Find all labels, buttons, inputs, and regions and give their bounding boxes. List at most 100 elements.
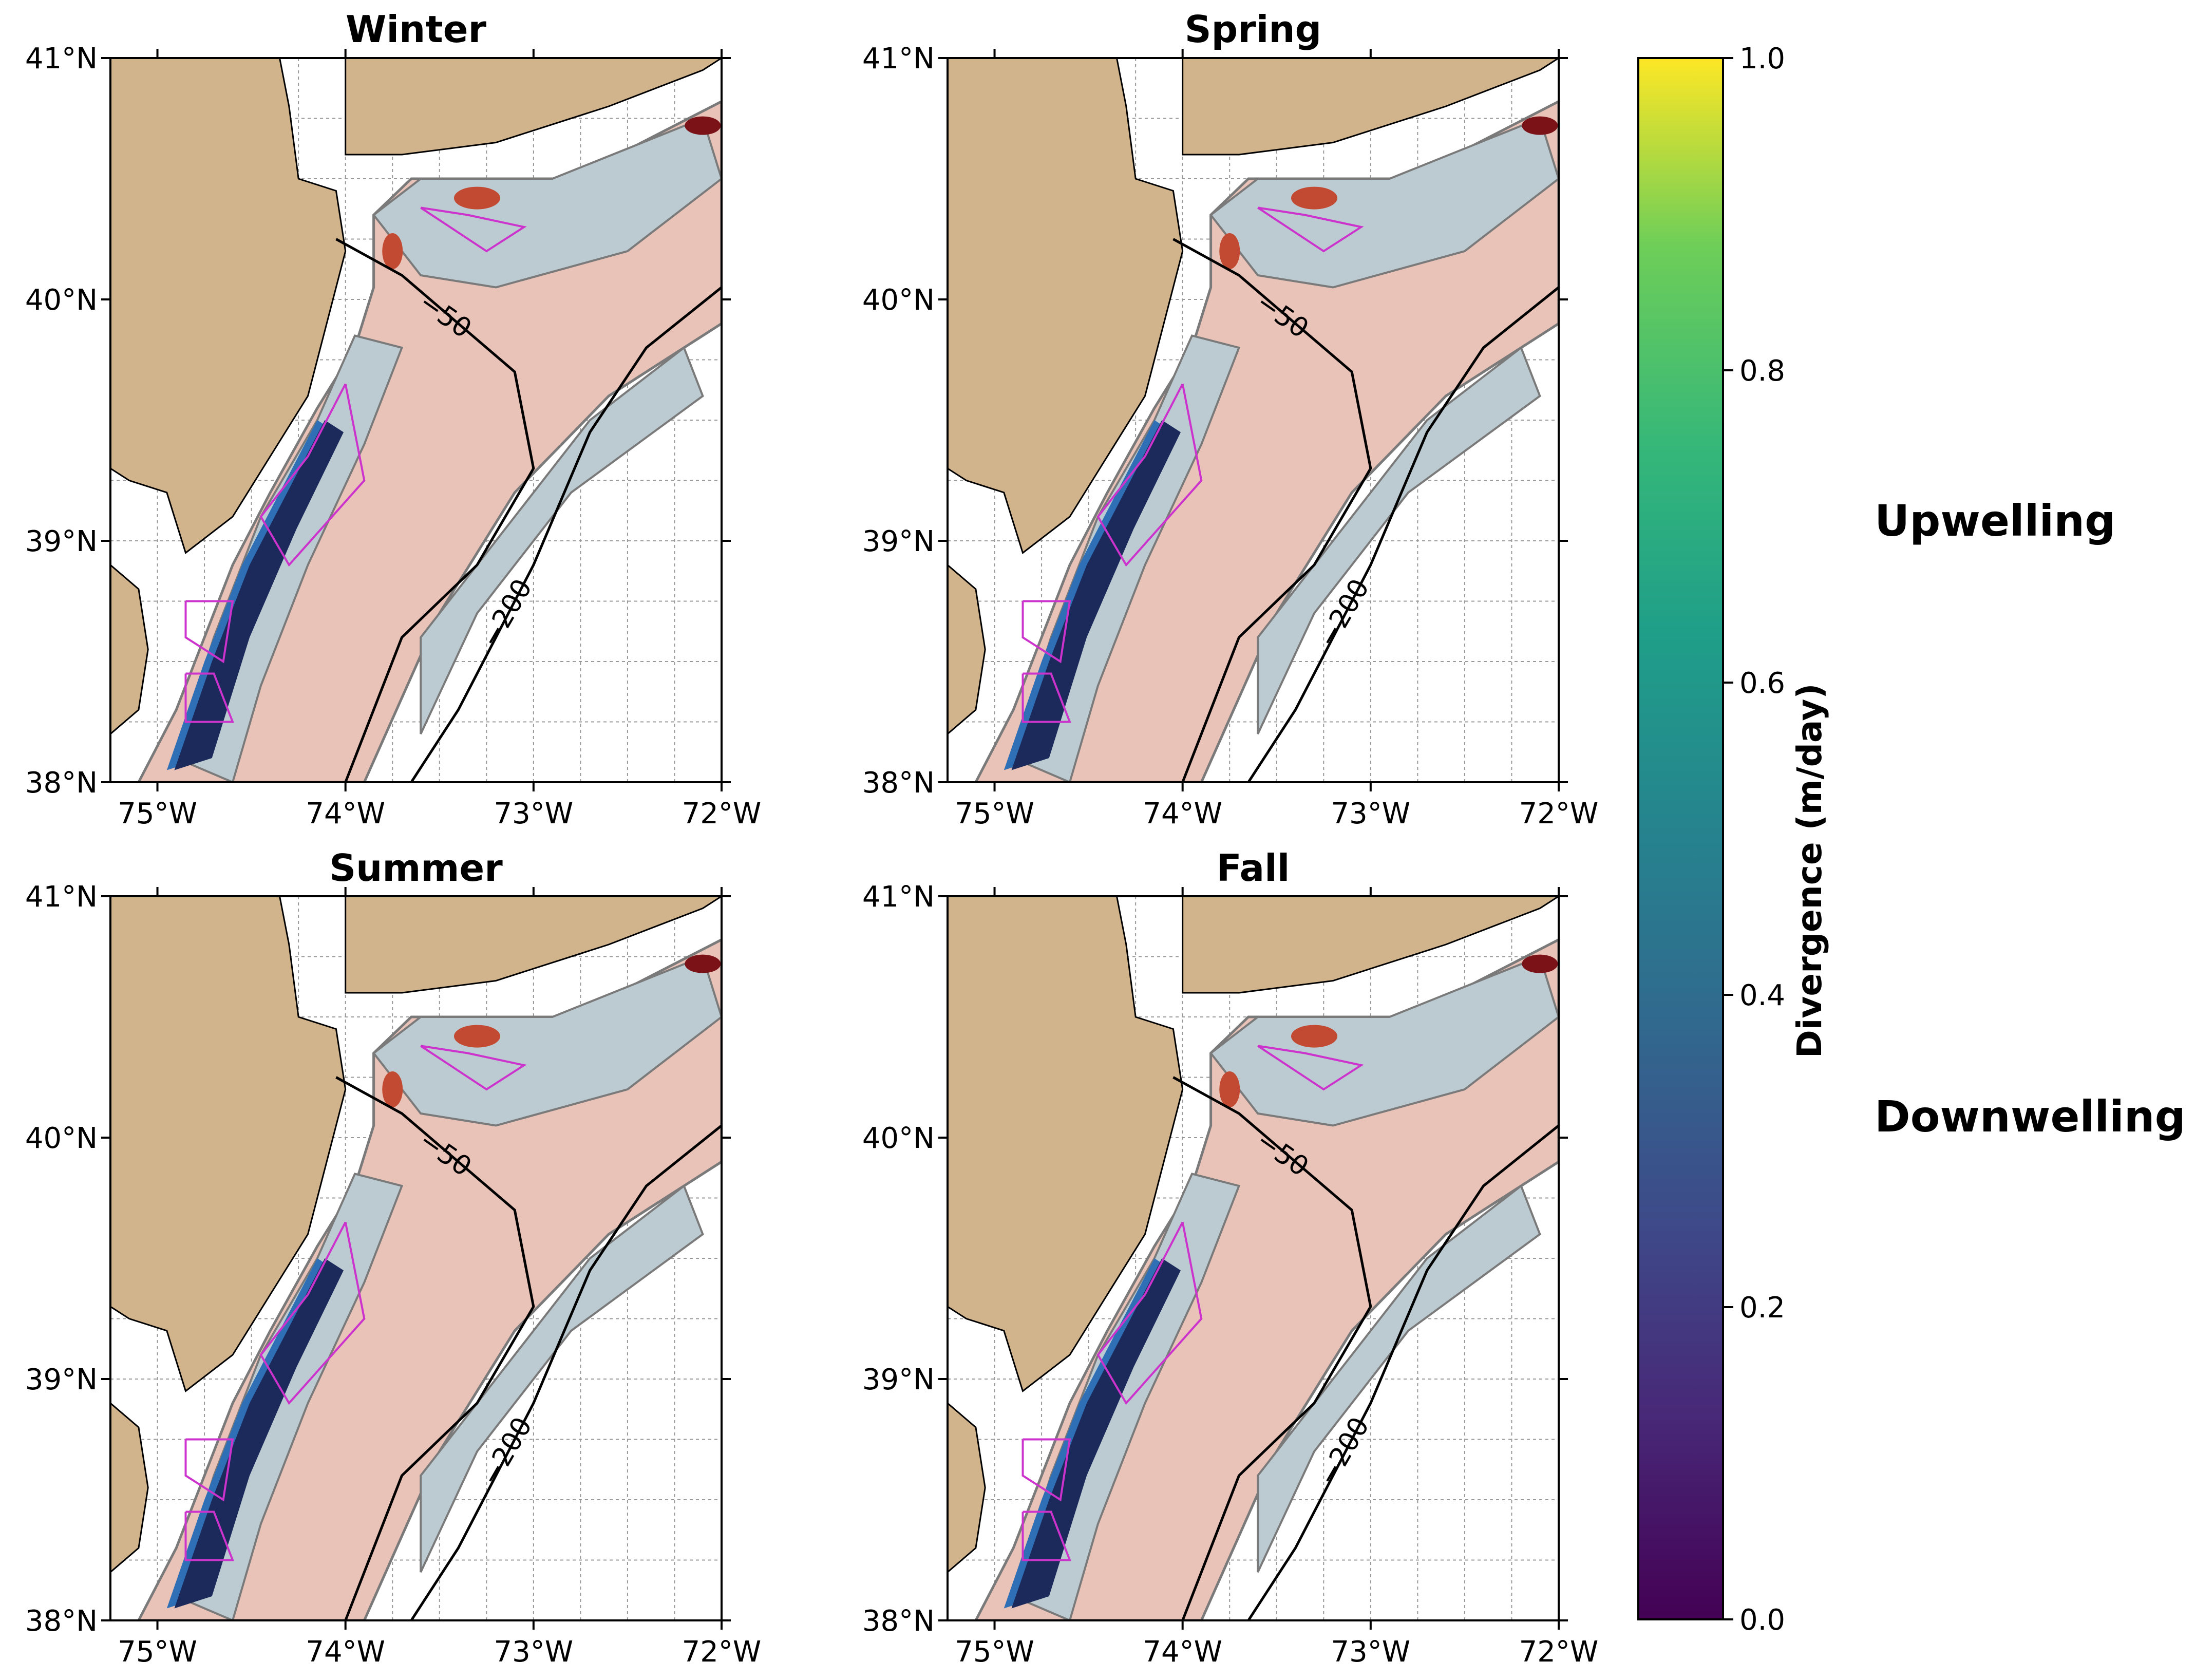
lon-tick-label: 72°W — [1519, 1635, 1599, 1669]
lon-tick-label: 75°W — [955, 797, 1034, 830]
lat-tick-label: 38°N — [862, 766, 935, 800]
negative-divergence-region — [372, 955, 722, 1127]
isobath-50m — [1172, 238, 1372, 782]
wind-energy-area — [1021, 672, 1071, 723]
negative-divergence-region — [420, 1184, 704, 1573]
wind-energy-area — [1096, 1221, 1203, 1405]
upwelling-patch — [1291, 1025, 1337, 1048]
map-frame — [109, 895, 723, 1621]
wind-energy-area — [184, 672, 234, 723]
land-new-jersey — [110, 896, 347, 1393]
lon-tick-label: 75°W — [118, 1635, 197, 1669]
negative-divergence-region — [1257, 346, 1541, 734]
negative-divergence-region — [1209, 955, 1559, 1127]
lat-tick-label: 38°N — [25, 1605, 98, 1638]
panel-title-summer: Summer — [329, 846, 503, 890]
lat-tick-label: 40°N — [25, 284, 98, 317]
wind-energy-area — [420, 206, 527, 253]
wind-energy-area — [1257, 206, 1364, 253]
upwelling-patch — [382, 1071, 403, 1107]
upwelling-patch — [1219, 1071, 1240, 1107]
lon-tick-label: 74°W — [306, 1635, 385, 1669]
land-delmarva — [110, 564, 149, 735]
lon-tick-label: 73°W — [1331, 1635, 1411, 1669]
lat-tick-label: 40°N — [862, 284, 935, 317]
lon-tick-label: 74°W — [1143, 1635, 1222, 1669]
lon-tick-label: 72°W — [1519, 797, 1599, 830]
lat-tick-label: 41°N — [25, 880, 98, 914]
land-long-island — [345, 58, 722, 156]
land-new-jersey — [110, 58, 347, 555]
map-frame — [947, 57, 1560, 783]
upwelling-patch — [454, 1025, 500, 1048]
isobath-200m — [410, 1124, 722, 1620]
upwelling-patch — [1522, 954, 1558, 973]
upwelling-patch — [1522, 116, 1558, 135]
land-long-island — [345, 896, 722, 994]
upwelling-patch — [1291, 186, 1337, 210]
colorbar-tick-label: 1.0 — [1739, 42, 1785, 75]
wind-energy-area — [420, 1045, 527, 1091]
map-frame — [947, 895, 1560, 1621]
lat-tick-label: 39°N — [25, 1363, 98, 1396]
land-delmarva — [948, 1402, 986, 1573]
lat-tick-label: 40°N — [862, 1122, 935, 1155]
lat-tick-label: 41°N — [862, 42, 935, 75]
wind-energy-area — [259, 1221, 366, 1405]
lon-tick-label: 75°W — [118, 797, 197, 830]
land-long-island — [1182, 58, 1559, 156]
colorbar-tick-label: 0.8 — [1739, 354, 1785, 388]
lon-tick-label: 74°W — [306, 797, 385, 830]
wind-energy-area — [1021, 600, 1071, 664]
upwelling-patch — [685, 116, 721, 135]
wind-energy-area — [259, 383, 366, 567]
colorbar-gradient — [1637, 57, 1724, 1620]
lon-tick-label: 73°W — [494, 1635, 574, 1669]
panel-title-spring: Spring — [1184, 8, 1322, 51]
wind-energy-area — [184, 1438, 234, 1502]
isobath-50m — [335, 238, 535, 782]
colorbar: 0.0 0.2 0.4 0.6 0.8 1.0 — [1637, 42, 1785, 1637]
colorbar-tick-label: 0.6 — [1739, 667, 1785, 700]
map-frame — [109, 57, 723, 783]
negative-divergence-region — [1209, 117, 1559, 289]
isobath-200m — [410, 286, 722, 782]
upwelling-patch — [382, 233, 403, 269]
panel-title-winter: Winter — [345, 8, 487, 51]
negative-divergence-region — [372, 117, 722, 289]
isobath-50m — [335, 1076, 535, 1620]
downwelling-label: Downwelling — [1875, 1091, 2186, 1142]
lat-tick-label: 40°N — [25, 1122, 98, 1155]
upwelling-patch — [454, 186, 500, 210]
colorbar-tick-label: 0.2 — [1739, 1291, 1785, 1325]
land-long-island — [1182, 896, 1559, 994]
isobath-200m — [1247, 1124, 1559, 1620]
colorbar-label: Divergence (m/day) — [1790, 683, 1829, 1058]
land-delmarva — [110, 1402, 149, 1573]
wind-energy-area — [184, 1511, 234, 1561]
lat-tick-label: 41°N — [862, 880, 935, 914]
lat-tick-label: 39°N — [862, 525, 935, 558]
wind-energy-area — [1021, 1438, 1071, 1502]
lat-tick-label: 38°N — [862, 1605, 935, 1638]
lon-tick-label: 75°W — [955, 1635, 1034, 1669]
lon-tick-label: 73°W — [494, 797, 574, 830]
wind-energy-area — [1021, 1511, 1071, 1561]
lon-tick-label: 74°W — [1143, 797, 1222, 830]
lat-tick-label: 39°N — [25, 525, 98, 558]
land-new-jersey — [948, 58, 1184, 555]
land-delmarva — [948, 564, 986, 735]
lon-tick-label: 72°W — [682, 797, 762, 830]
negative-divergence-region — [420, 346, 704, 734]
upwelling-patch — [1219, 233, 1240, 269]
wind-energy-area — [1257, 1045, 1364, 1091]
lon-tick-label: 72°W — [682, 1635, 762, 1669]
upwelling-patch — [685, 954, 721, 973]
land-new-jersey — [948, 896, 1184, 1393]
